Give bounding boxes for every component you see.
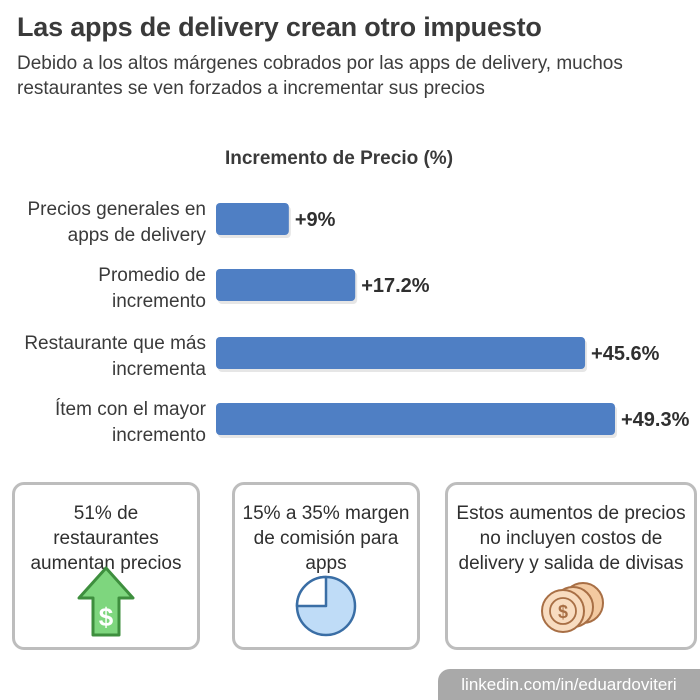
info-box-restaurants: 51% de restaurantes aumentan precios $ <box>12 482 200 650</box>
bar-value-label: +45.6% <box>591 343 660 365</box>
bar <box>216 403 615 435</box>
info-box-commission: 15% a 35% margen de comisión para apps <box>232 482 420 650</box>
category-label: Promedio de incremento <box>98 265 206 312</box>
bar-value-label: +49.3% <box>621 409 690 431</box>
bar <box>216 269 356 301</box>
page-title: Las apps de delivery crean otro impuesto <box>17 12 542 42</box>
info-box-text: 51% de restaurantes aumentan precios <box>30 503 182 574</box>
bar-chart: Incremento de Precio (%) +9% Precios gene… <box>24 148 690 445</box>
page-subtitle: Debido a los altos márgenes cobrados por… <box>17 53 623 99</box>
dollar-up-arrow-icon: $ <box>15 565 197 639</box>
footer-linkedin-url: linkedin.com/in/eduardoviteri <box>438 669 700 700</box>
info-box-disclaimer: Estos aumentos de precios no incluyen co… <box>445 482 697 650</box>
info-box-text: 15% a 35% margen de comisión para apps <box>242 503 410 574</box>
svg-text:$: $ <box>558 602 568 622</box>
info-box-text: Estos aumentos de precios no incluyen co… <box>456 503 686 574</box>
bar <box>216 337 586 369</box>
pie-chart-icon <box>235 573 417 639</box>
bar-value-label: +9% <box>295 209 336 231</box>
coins-icon: $ <box>448 579 694 639</box>
bar-value-label: +17.2% <box>361 275 430 297</box>
chart-title: Incremento de Precio (%) <box>225 148 453 169</box>
category-label: Ítem con el mayor incremento <box>55 399 207 445</box>
category-label: Precios generales en apps de delivery <box>28 199 207 246</box>
bar <box>216 203 289 235</box>
svg-text:$: $ <box>99 602 114 632</box>
category-label: Restaurante que más incrementa <box>24 333 206 380</box>
